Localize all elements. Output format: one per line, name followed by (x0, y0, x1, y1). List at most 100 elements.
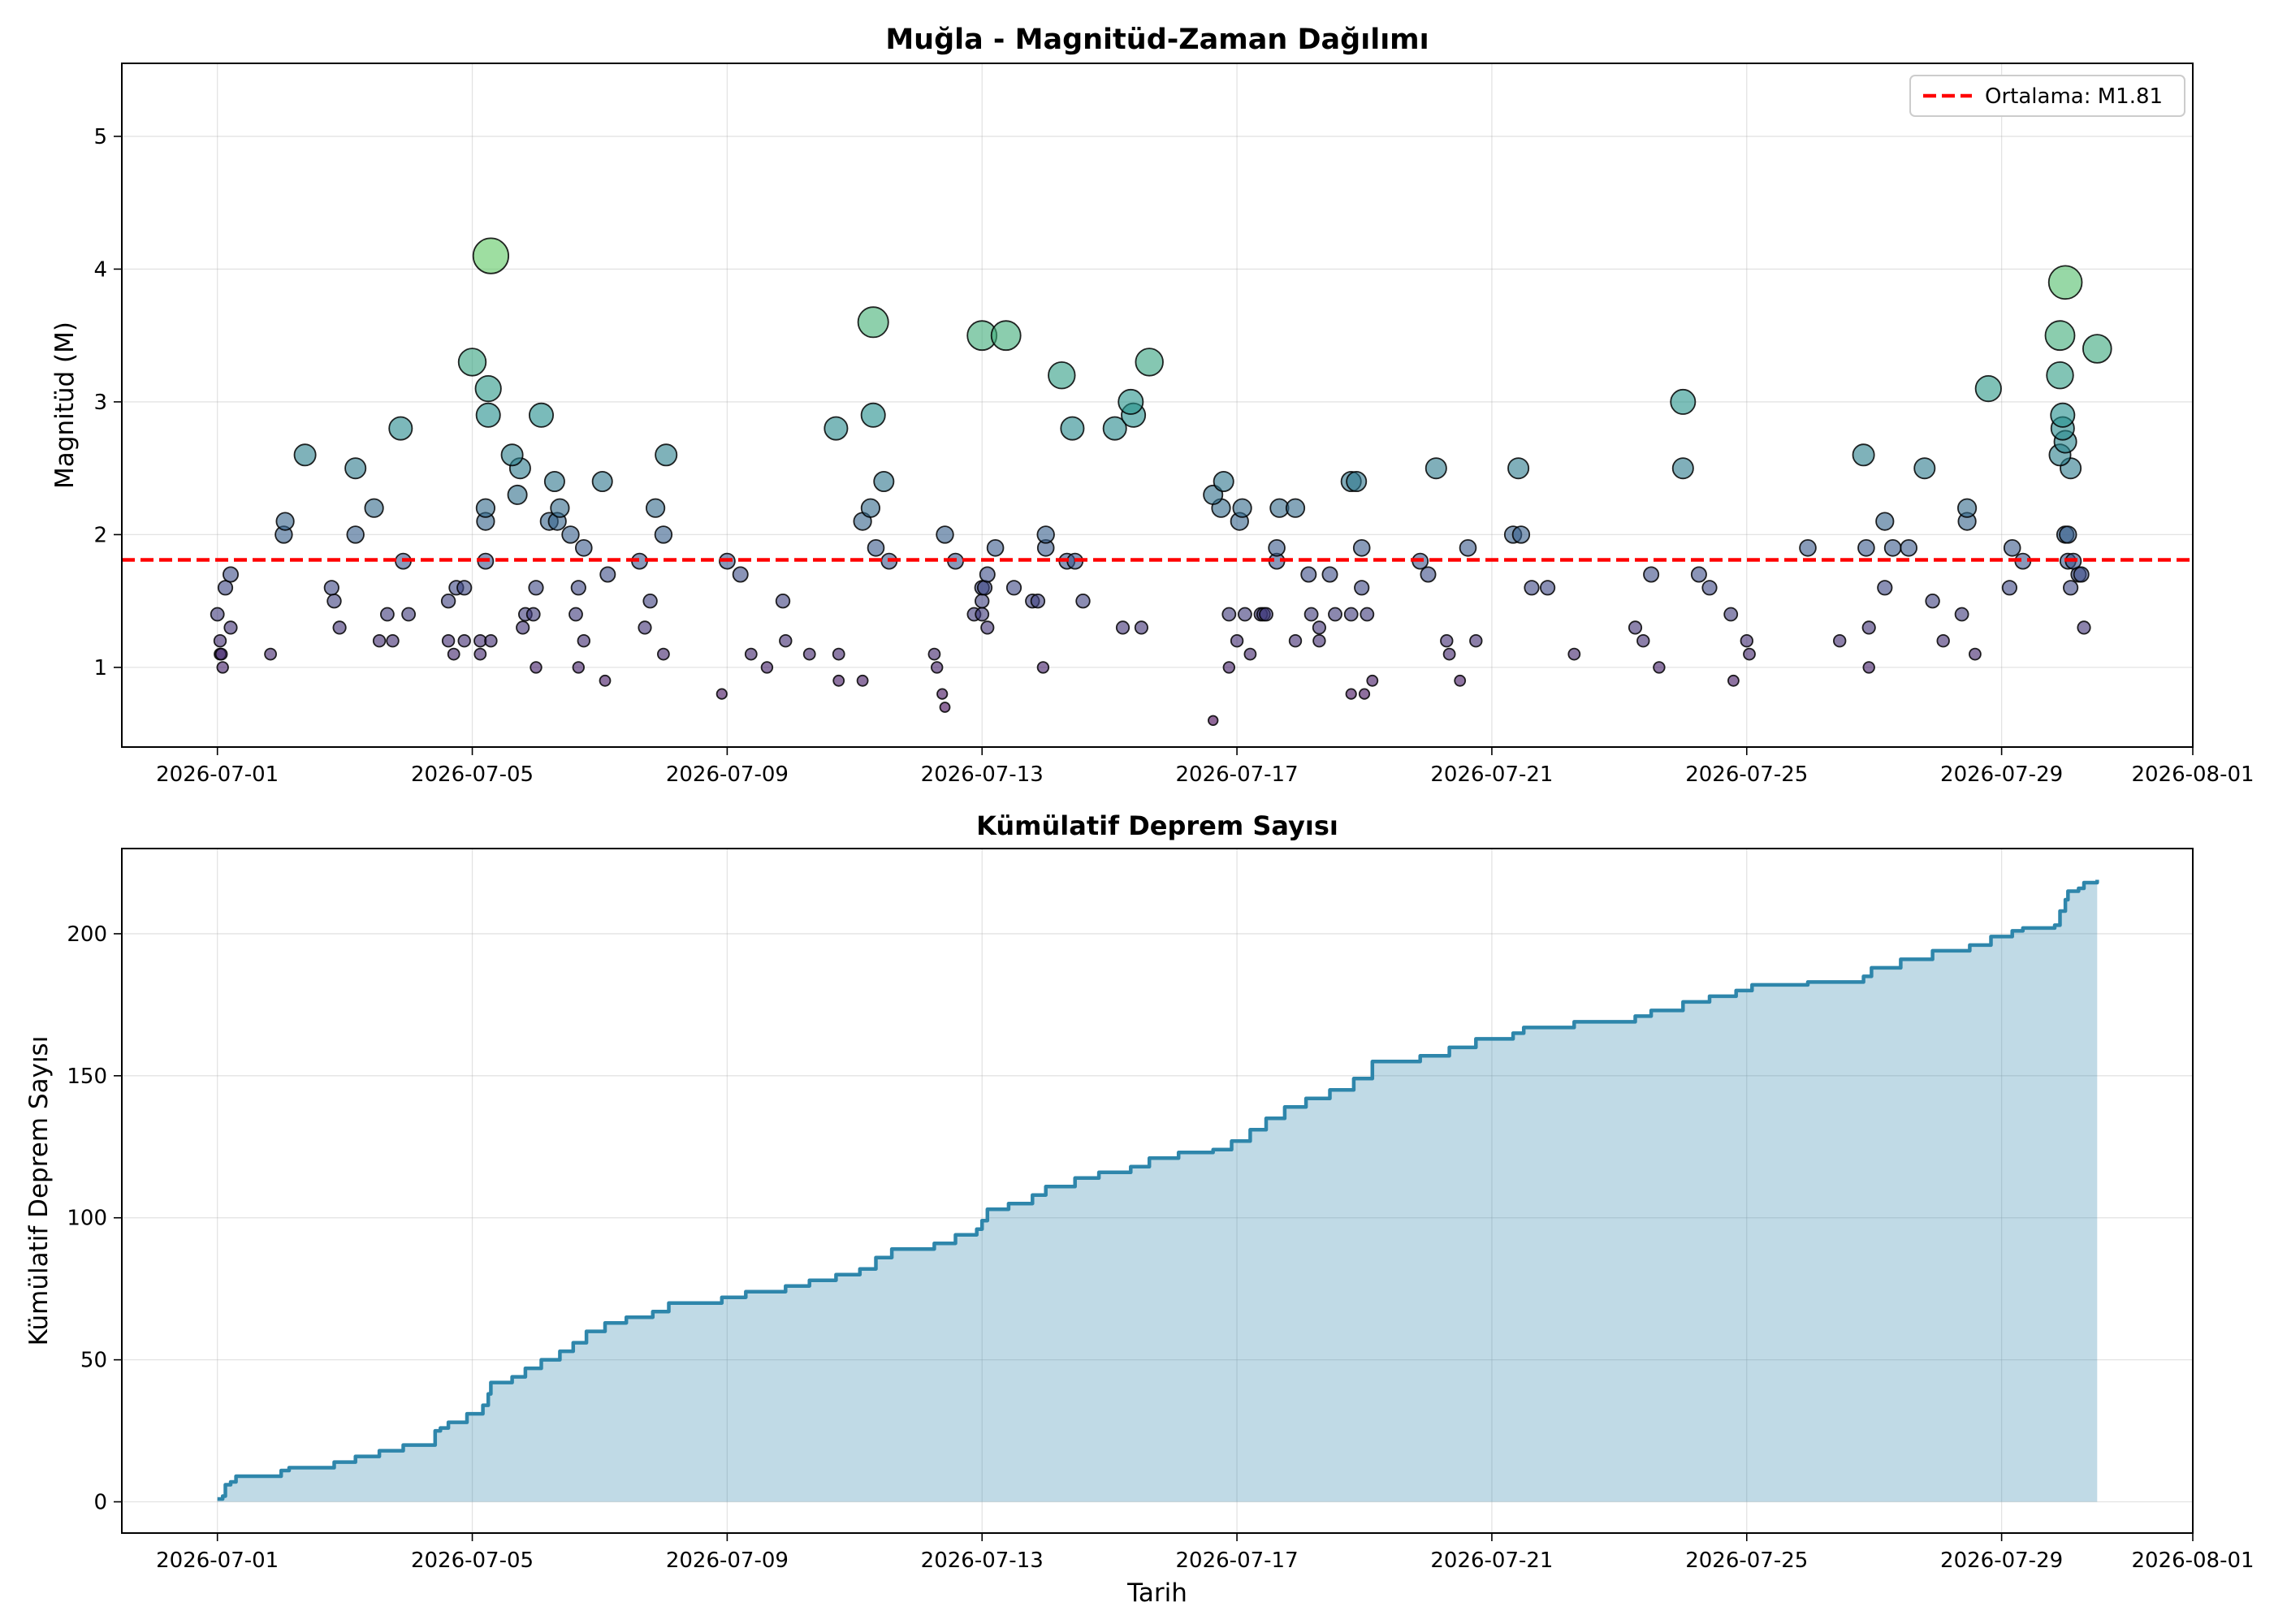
scatter-point (1507, 457, 1530, 480)
y-tick-label: 100 (67, 1207, 107, 1231)
scatter-point (2050, 402, 2076, 428)
scatter-point (975, 607, 990, 622)
scatter-point (2082, 334, 2112, 364)
scatter-point (860, 402, 886, 428)
scatter-point (401, 607, 417, 622)
scatter-point (217, 580, 234, 596)
scatter-point (525, 607, 541, 622)
scatter-point (474, 374, 502, 403)
y-tick-label: 150 (67, 1065, 107, 1089)
y-tick-label: 0 (93, 1491, 107, 1515)
scatter-point (1925, 594, 1940, 609)
scatter-point (1288, 634, 1303, 648)
scatter-point (1690, 566, 1707, 583)
scatter-point (1671, 457, 1694, 480)
x-tick-label: 2026-07-01 (156, 762, 279, 787)
scatter-point (1207, 715, 1219, 727)
scatter-point (979, 566, 996, 583)
scatter-point (577, 634, 591, 648)
scatter-point (599, 566, 616, 583)
legend: Ortalama: M1.81 (1909, 75, 2185, 117)
scatter-point (655, 443, 678, 467)
scatter-point (543, 471, 565, 493)
scatter-point (657, 647, 670, 661)
x-tick-label: 2026-08-01 (2131, 1548, 2254, 1573)
scatter-point (832, 647, 845, 661)
scatter-point (591, 471, 613, 493)
scatter-point (990, 320, 1022, 352)
scatter-ticks: 2026-07-01 2026-07-05 2026-07-09 2026-07-13… (93, 125, 2254, 787)
scatter-point (529, 402, 555, 428)
scatter-point (1743, 647, 1756, 661)
y-tick-label: 2 (93, 523, 107, 547)
scatter-point (599, 674, 612, 687)
scatter-point (528, 580, 544, 596)
scatter-point (2001, 580, 2017, 596)
x-tick-label: 2026-08-01 (2131, 762, 2254, 787)
legend-box (1909, 75, 2185, 117)
x-tick-label: 2026-07-05 (411, 762, 534, 787)
scatter-point (475, 498, 496, 518)
scatter-point (715, 688, 728, 700)
scatter-point (561, 525, 580, 544)
scatter-point (214, 647, 228, 661)
scatter-point (574, 538, 593, 557)
scatter-point (986, 538, 1005, 557)
y-tick-label: 50 (80, 1349, 107, 1373)
scatter-point (1221, 607, 1237, 622)
scatter-point (1900, 538, 1918, 557)
x-tick-label: 2026-07-21 (1430, 762, 1553, 787)
scatter-axes-frame (121, 63, 2194, 748)
x-tick-label: 2026-07-13 (921, 1548, 1044, 1573)
scatter-point (516, 620, 530, 635)
scatter-point (1636, 634, 1650, 648)
scatter-point (1358, 688, 1371, 700)
x-tick-label: 2026-07-25 (1685, 1548, 1808, 1573)
scatter-point (1360, 607, 1375, 622)
scatter-point (1238, 607, 1252, 622)
scatter-point (1442, 647, 1456, 661)
scatter-point (873, 471, 895, 493)
scatter-point (779, 634, 793, 648)
scatter-point (654, 525, 673, 544)
scatter-point (1424, 457, 1447, 480)
scatter-point (1321, 566, 1338, 583)
scatter-point (1312, 620, 1327, 635)
scatter-point (645, 498, 666, 518)
scatter-point (388, 416, 413, 441)
scatter-point (1957, 498, 1978, 518)
scatter-point (1036, 661, 1050, 674)
scatter-point (2046, 361, 2074, 390)
scatter-title: Muğla - Magnitüd-Zaman Dağılımı (885, 24, 1429, 56)
scatter-point (568, 607, 583, 622)
scatter-point (2063, 580, 2079, 596)
scatter-point (457, 634, 471, 648)
x-tick-label: 2026-07-29 (1940, 762, 2063, 787)
scatter-point (210, 607, 225, 622)
scatter-point (802, 647, 816, 661)
scatter-point (1861, 620, 1876, 635)
x-tick-label: 2026-07-09 (666, 1548, 789, 1573)
scatter-point (264, 647, 278, 661)
scatter-point (1352, 538, 1371, 557)
scatter-point (2077, 620, 2091, 635)
x-tick-label: 2026-07-17 (1176, 762, 1299, 787)
cumulative-title: Kümülatif Deprem Sayısı (976, 810, 1338, 841)
scatter-point (222, 566, 239, 583)
scatter-point (1740, 634, 1754, 648)
scatter-point (1060, 416, 1085, 441)
scatter-point (1857, 538, 1875, 557)
scatter-point (1232, 498, 1252, 518)
scatter-point (379, 607, 395, 622)
scatter-point (275, 512, 295, 531)
scatter-point (1469, 634, 1483, 648)
scatter-point (642, 594, 658, 609)
scatter-point (326, 594, 342, 609)
scatter-point (1454, 674, 1467, 687)
scatter-point (1524, 580, 1540, 596)
scatter-point (457, 348, 487, 377)
y-tick-label: 3 (93, 391, 107, 415)
y-tick-label: 1 (93, 656, 107, 680)
scatter-point (440, 594, 456, 609)
